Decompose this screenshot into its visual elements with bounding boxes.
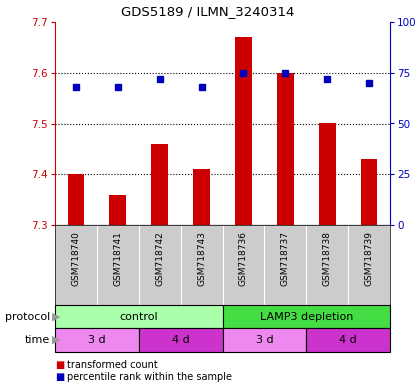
Bar	[277, 73, 294, 225]
Text: ▶: ▶	[52, 311, 61, 321]
Text: transformed count: transformed count	[68, 360, 158, 370]
Text: GSM718742: GSM718742	[155, 232, 164, 286]
Text: 3 d: 3 d	[256, 335, 273, 345]
Text: percentile rank within the sample: percentile rank within the sample	[68, 372, 232, 382]
Bar	[319, 124, 336, 225]
Text: ■: ■	[55, 360, 64, 370]
Text: 3 d: 3 d	[88, 335, 106, 345]
Text: GSM718736: GSM718736	[239, 232, 248, 286]
Text: GSM718743: GSM718743	[197, 232, 206, 286]
Text: GDS5189 / ILMN_3240314: GDS5189 / ILMN_3240314	[121, 5, 294, 18]
Bar	[139, 328, 222, 352]
Bar	[55, 305, 222, 328]
Bar	[361, 159, 377, 225]
Bar	[151, 144, 168, 225]
Text: LAMP3 depletion: LAMP3 depletion	[259, 311, 353, 321]
Text: 4 d: 4 d	[172, 335, 190, 345]
Bar	[222, 328, 306, 352]
Text: time: time	[25, 335, 50, 345]
Text: GSM718738: GSM718738	[323, 232, 332, 286]
Bar	[55, 328, 139, 352]
Text: ▶: ▶	[52, 335, 61, 345]
Bar	[193, 169, 210, 225]
Text: 4 d: 4 d	[339, 335, 357, 345]
Bar	[306, 328, 390, 352]
Text: GSM718739: GSM718739	[364, 232, 374, 286]
Text: control: control	[120, 311, 158, 321]
Text: GSM718740: GSM718740	[71, 232, 81, 286]
Bar	[235, 37, 252, 225]
Bar	[68, 174, 84, 225]
Text: GSM718741: GSM718741	[113, 232, 122, 286]
Bar	[110, 195, 126, 225]
Bar	[222, 305, 390, 328]
Text: ■: ■	[55, 372, 64, 382]
Text: protocol: protocol	[5, 311, 50, 321]
Text: GSM718737: GSM718737	[281, 232, 290, 286]
